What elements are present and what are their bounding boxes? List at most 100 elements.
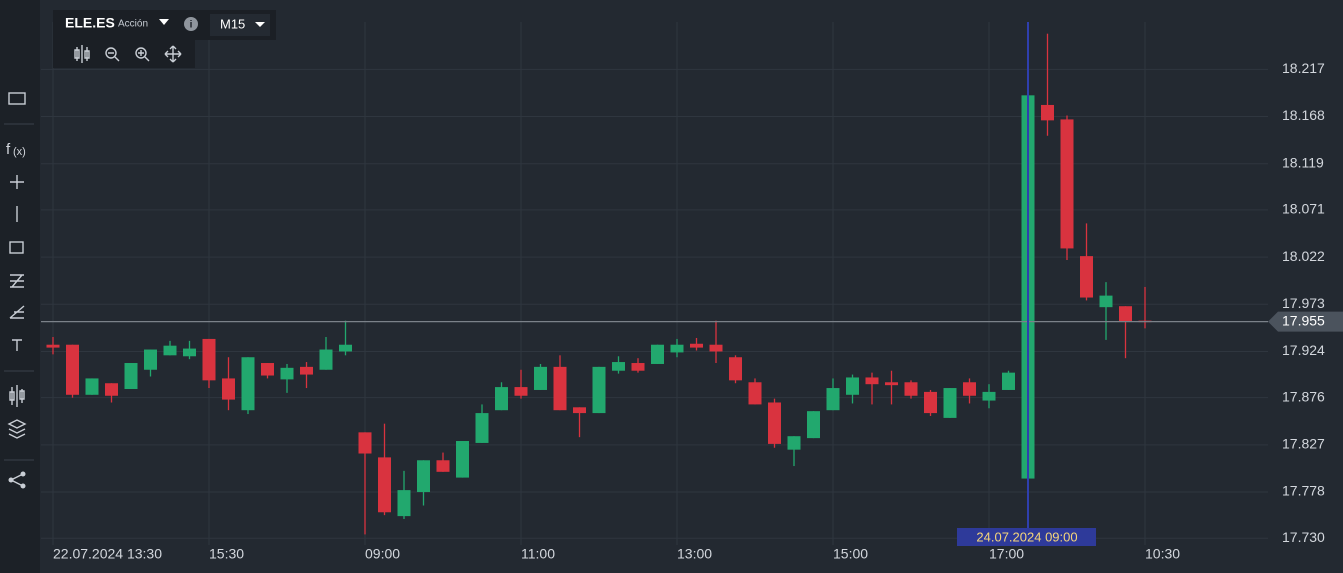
candle-body [631,363,645,371]
icon-gann[interactable] [9,305,25,319]
symbol-panel: ELE.ES Acción i M15 [53,10,276,68]
x-tick-label: 09:00 [365,546,400,562]
last-price-label: 17.955 [1282,312,1325,328]
info-i: i [190,20,193,31]
icon-zoom-in-parts [138,50,150,62]
candle-body [475,413,489,443]
candle-body [261,363,274,376]
symbol-kind: Acción [118,19,148,30]
y-tick-label: 17.827 [1282,436,1325,452]
candle-body [85,378,99,395]
icon-share-dot [20,483,26,489]
crosshair-label: 24.07.2024 09:00 [976,529,1077,544]
candle-body [183,348,196,357]
candle-body [534,366,547,390]
candle-body [807,411,820,439]
candle-body [1002,372,1015,390]
candle-body [729,357,742,381]
icon-text[interactable] [12,339,22,351]
icon-fx-sub: (x) [13,146,26,158]
candle-body [826,388,840,411]
x-tick-label: 11:00 [521,546,555,562]
y-tick-label: 18.217 [1282,60,1325,76]
candle-body [885,382,898,386]
icon-candles[interactable] [9,385,25,407]
icon-crosshair[interactable] [10,175,24,189]
candle-body [358,432,372,454]
icon-fx[interactable]: f [6,141,11,158]
icon-zoom-in[interactable] [135,47,147,59]
candle-body [222,378,235,400]
icon-pan[interactable] [164,45,182,63]
icon-chart-type[interactable] [74,45,90,63]
icon-zoom-out-parts [108,52,120,62]
icon-screen[interactable] [8,92,26,105]
x-tick-label: 13:00 [677,546,712,562]
candle-body [105,383,118,396]
y-tick-label: 18.022 [1282,248,1325,264]
plot-area [41,22,1268,545]
candle-body [924,391,937,414]
candle-body [417,460,430,493]
candle-body [163,345,177,356]
candle-body [144,349,157,370]
candle-body [456,441,469,478]
icon-rect[interactable] [9,241,24,254]
y-tick-label: 17.730 [1282,529,1325,545]
candle-body [592,366,606,414]
candle-body [378,457,391,513]
candle-body [514,387,528,396]
icon-share-dot [20,471,26,477]
candle-body [1060,119,1074,249]
x-tick-label: 10:30 [1145,546,1180,562]
y-tick-label: 17.924 [1282,342,1325,358]
candle-body [963,382,976,396]
candle-body [202,338,216,381]
candle-body [1119,306,1132,322]
candle-body [397,490,411,517]
symbol[interactable]: ELE.ES [65,15,115,31]
candle-body [748,382,762,405]
candle-body [553,366,567,411]
candle-body [436,460,450,472]
icon-fib[interactable] [10,274,24,288]
y-tick-label: 18.168 [1282,107,1325,123]
dropdown-arrow[interactable] [255,22,265,27]
candle-body [339,344,352,352]
y-tick-label: 18.119 [1282,154,1324,170]
candle-body [319,349,333,370]
timeframe[interactable]: M15 [220,16,245,31]
candle-body [300,366,313,375]
last-price-box [1268,311,1343,332]
candle-body [1080,256,1093,298]
candle-body [495,387,508,411]
candle-body [241,357,255,411]
candle-body [865,377,879,385]
icon-layers[interactable] [7,419,27,439]
icon-share-dot [8,477,14,483]
candle-body [573,407,586,414]
candle-body [670,344,684,353]
candle-body [124,363,138,390]
candle-body [787,436,801,450]
x-tick-label: 17:00 [989,546,1024,562]
info-icon[interactable] [184,17,198,31]
dropdown-arrow[interactable] [159,19,169,25]
timeframe-box[interactable] [210,14,270,36]
candle-body [690,343,703,348]
candle-body [1041,104,1054,121]
candle-body [651,344,664,364]
candle-body [1099,295,1113,308]
toolbar-icons: f (x) [4,92,34,489]
candle-body [846,377,859,395]
candle-body [280,367,294,380]
candle-body [904,382,918,396]
candle-body [612,362,625,371]
candle-body [709,344,723,352]
candle-body [768,402,781,444]
icon-zoom-out[interactable] [105,47,117,59]
y-tick-label: 17.973 [1282,295,1325,311]
crosshair-box [957,528,1096,546]
